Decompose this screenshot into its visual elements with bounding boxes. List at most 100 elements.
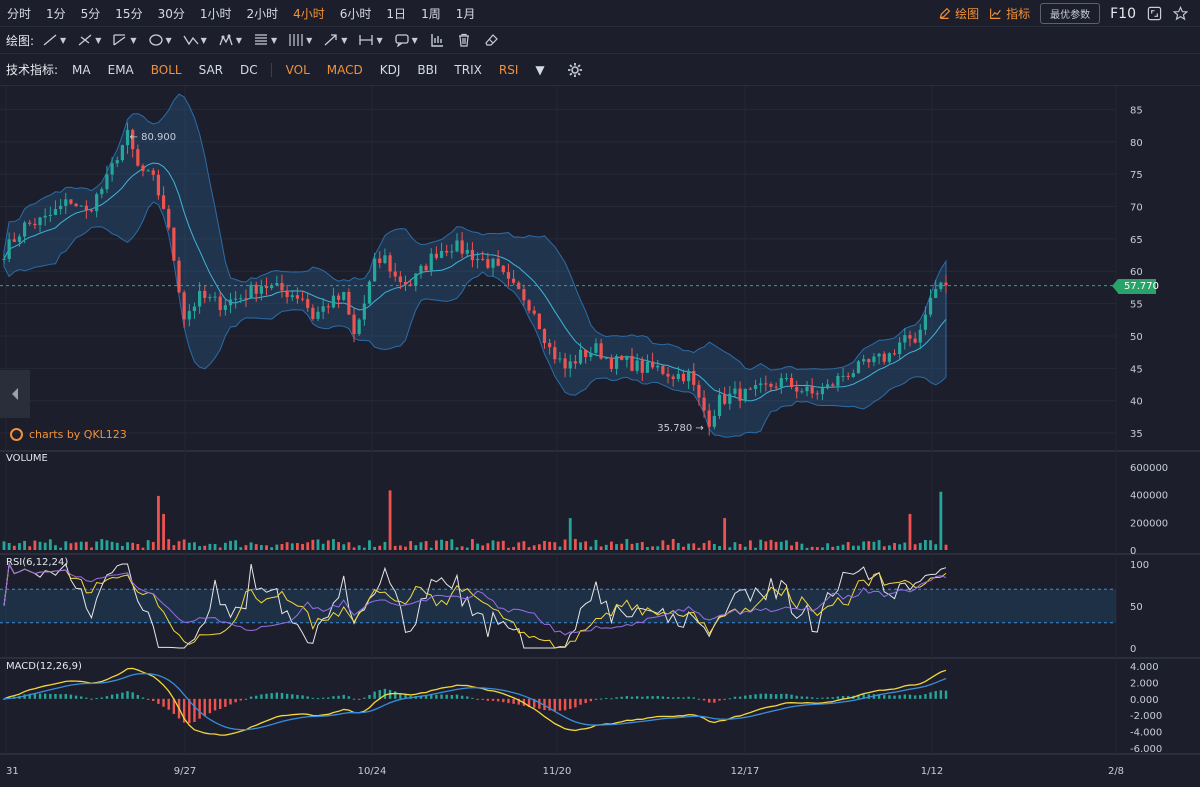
candle-body [161,195,166,209]
macd-histogram-bar [877,694,881,699]
vertical-lines-tool[interactable]: ▼ [288,33,312,47]
volume-bar [54,545,57,550]
volume-bar [476,543,479,550]
volume-bar [821,547,824,550]
macd-histogram-bar [136,694,140,699]
fullscreen-icon[interactable] [1146,6,1162,22]
delete-drawings-button[interactable] [456,33,472,47]
channel-tool[interactable]: ▼ [112,33,137,47]
indicator-sar[interactable]: SAR [198,62,223,77]
collapse-left-button[interactable] [0,370,30,418]
sub-indicators: VOL MACD KDJ BBI TRIX RSI [286,63,536,77]
volume-bar [7,542,11,550]
timeframe-tab[interactable]: 4小时 [293,6,325,21]
indicator-ema[interactable]: EMA [107,62,134,77]
timeframe-tab[interactable]: 1日 [386,6,407,21]
timeframe-tab[interactable]: 30分 [157,6,185,21]
volume-bar [105,540,109,550]
volume-bar [743,546,747,550]
macd-histogram-bar [924,694,927,699]
candle-body [728,393,732,404]
indicator-rsi[interactable]: RSI [498,62,519,77]
candle-body [43,215,47,218]
macd-histogram-bar [888,695,891,699]
volume-bar [177,541,181,550]
timeframe-tab[interactable]: 1分 [46,6,66,21]
indicator-trix[interactable]: TRIX [454,62,482,77]
indicator-vol[interactable]: VOL [285,62,310,77]
comment-tool[interactable]: ▼ [394,33,418,47]
main-indicators: MA EMA BOLL SAR DC [72,63,275,77]
volume-bar [208,543,212,550]
candle-body [105,174,109,190]
draw-button[interactable]: 绘图 [938,5,979,22]
timeframe-tab[interactable]: 6小时 [339,6,372,21]
circle-tool[interactable]: ▼ [148,33,172,47]
candle-body [331,295,336,308]
candlestick-chart-svg[interactable]: 85 80 75 70 65 60 55 50 45 40 35 ← 80.900 35.780 → 60… [0,86,1200,787]
volume-bar [33,540,37,550]
line-tool[interactable]: ▼ [42,33,66,47]
bollinger-band [3,93,947,438]
zigzag-tool[interactable]: ▼ [183,33,207,47]
macd-histogram-bar [394,691,397,699]
macd-histogram-bar [306,696,309,699]
volume-bar [481,545,485,550]
indicator-boll[interactable]: BOLL [150,62,182,77]
indicator-kdj[interactable]: KDJ [379,62,401,77]
macd-histogram-bar [682,697,685,699]
low-price-marker: 35.780 → [657,423,704,434]
candle-body [578,349,583,364]
volume-bar [733,542,737,550]
eraser-button[interactable] [483,33,499,47]
drawing-toolbar-label: 绘图: [6,33,35,48]
candle-body [336,295,341,300]
macd-histogram-bar [646,696,649,699]
timeframe-tab[interactable]: 1小时 [199,6,232,21]
indicator-bbi[interactable]: BBI [417,62,438,77]
candle-body [573,361,577,364]
macd-pane-label: MACD(12,26,9) [6,661,82,672]
candle-body [491,258,495,268]
chart-style-button[interactable] [429,33,445,47]
macd-histogram-bar [445,694,448,699]
volume-bar [18,543,21,550]
candle-body [218,296,222,310]
timeframe-tab[interactable]: 分时 [7,6,32,21]
more-indicators-chevron-down-icon[interactable]: ▼ [535,62,545,77]
volume-bar [244,545,248,550]
optimal-params-button[interactable]: 最优参数 [1040,3,1101,24]
volume-bar [290,543,294,550]
pattern-tool[interactable]: ▼ [218,33,242,47]
volume-bar [898,544,902,550]
arrow-tool[interactable]: ▼ [323,33,347,47]
indicator-ma[interactable]: MA [72,62,91,77]
chart-area[interactable]: 85 80 75 70 65 60 55 50 45 40 35 ← 80.900 35.780 → 60… [0,86,1200,787]
ray-tool[interactable]: ▼ [77,33,101,47]
timeframe-tab[interactable]: 5分 [80,6,101,21]
drawing-toolbar: 绘图: ▼ ▼ ▼ ▼ ▼ ▼ ▼ ▼ ▼ ▼ ▼ [0,27,1200,54]
candle-body [522,289,526,301]
indicator-dc[interactable]: DC [240,62,258,77]
timeframe-tab[interactable]: 1月 [455,6,476,21]
star-icon[interactable] [1172,6,1188,22]
indicator-button[interactable]: 指标 [989,5,1030,22]
timeframe-tab[interactable]: 15分 [115,6,143,21]
macd-histogram-bar [661,696,665,699]
rsi-line-12 [3,562,947,649]
candle-body [892,353,897,355]
fib-tool[interactable]: ▼ [253,33,277,47]
timeframe-tab[interactable]: 2小时 [246,6,279,21]
indicator-macd[interactable]: MACD [326,62,363,77]
volume-bar [630,543,634,550]
candle-body [512,278,516,283]
settings-gear-icon[interactable] [567,62,583,78]
macd-histogram-bar [836,696,840,699]
range-tool[interactable]: ▼ [358,33,383,47]
volume-bar [682,546,685,550]
timeframe-tab[interactable]: 1周 [421,6,441,21]
f10-button[interactable]: F10 [1110,5,1136,22]
volume-bar [388,490,392,550]
volume-bar [620,543,624,550]
macd-histogram-bar [774,694,778,699]
